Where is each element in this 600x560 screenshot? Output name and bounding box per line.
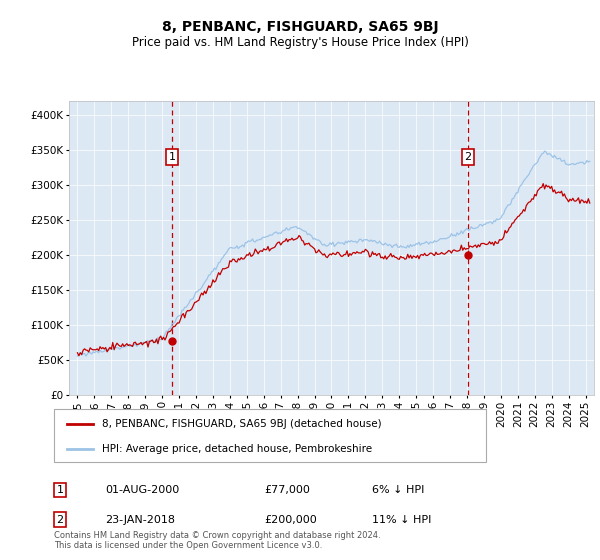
Text: 8, PENBANC, FISHGUARD, SA65 9BJ: 8, PENBANC, FISHGUARD, SA65 9BJ [161,20,439,34]
Text: 23-JAN-2018: 23-JAN-2018 [105,515,175,525]
Text: 1: 1 [169,152,175,162]
Text: 1: 1 [56,485,64,495]
Text: 8, PENBANC, FISHGUARD, SA65 9BJ (detached house): 8, PENBANC, FISHGUARD, SA65 9BJ (detache… [101,419,381,429]
Text: Contains HM Land Registry data © Crown copyright and database right 2024.
This d: Contains HM Land Registry data © Crown c… [54,530,380,550]
Text: £200,000: £200,000 [264,515,317,525]
Text: HPI: Average price, detached house, Pembrokeshire: HPI: Average price, detached house, Pemb… [101,444,371,454]
Text: 6% ↓ HPI: 6% ↓ HPI [372,485,424,495]
Text: 01-AUG-2000: 01-AUG-2000 [105,485,179,495]
Text: 2: 2 [56,515,64,525]
Text: 11% ↓ HPI: 11% ↓ HPI [372,515,431,525]
Text: £77,000: £77,000 [264,485,310,495]
Text: Price paid vs. HM Land Registry's House Price Index (HPI): Price paid vs. HM Land Registry's House … [131,36,469,49]
Text: 2: 2 [464,152,472,162]
FancyBboxPatch shape [54,409,486,462]
